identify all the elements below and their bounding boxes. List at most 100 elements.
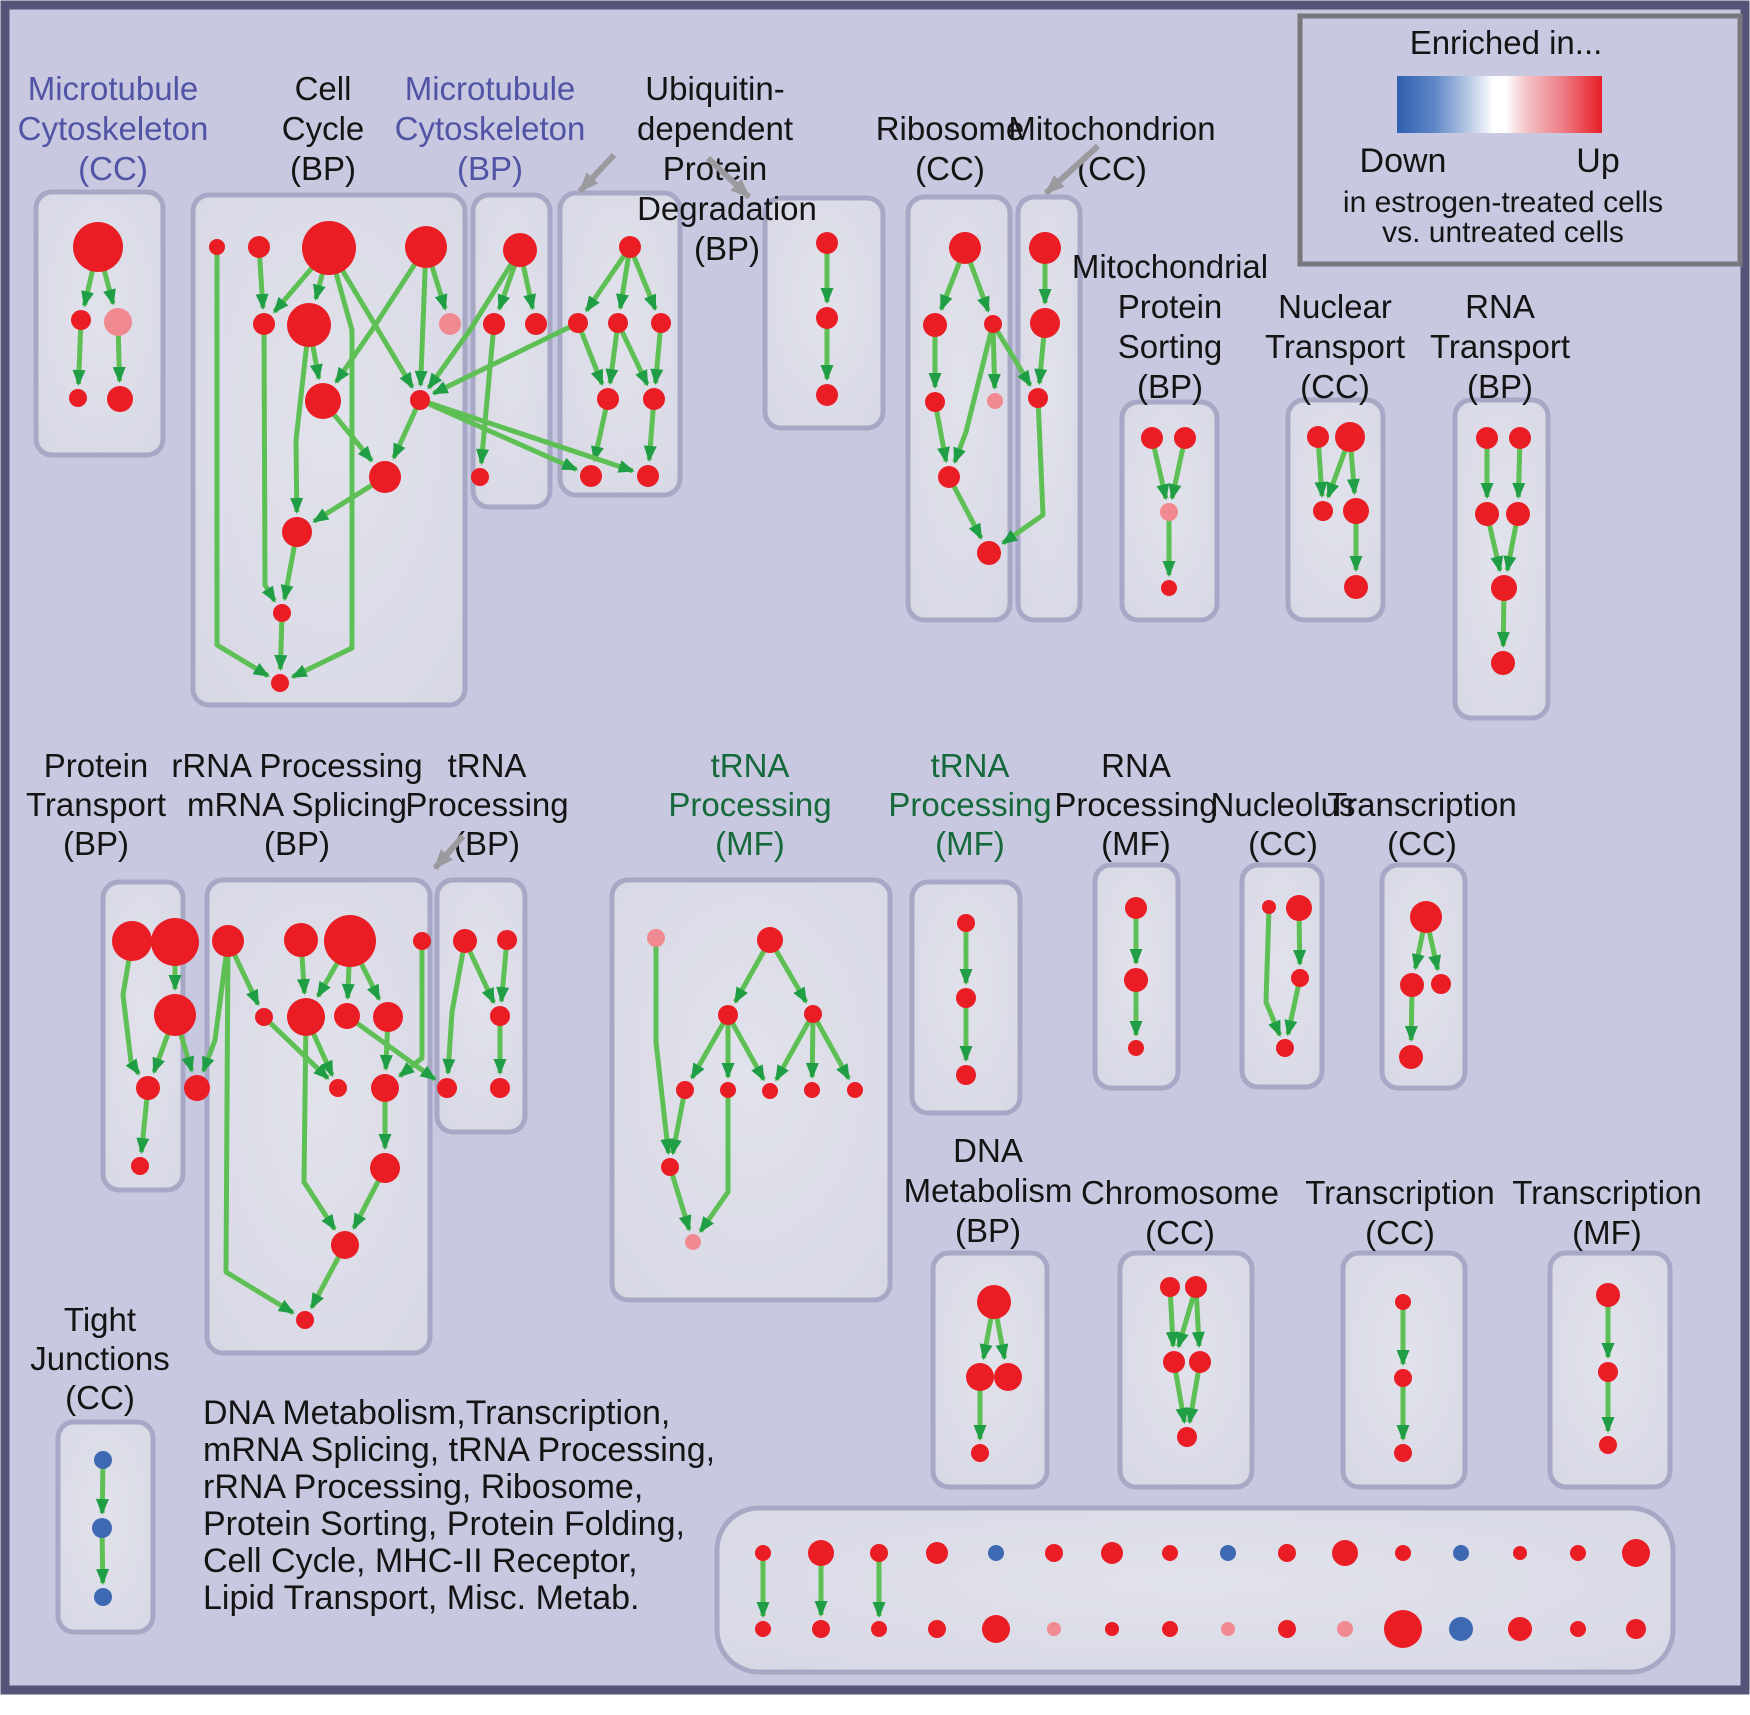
node-rr4 [413,932,431,950]
edge-tm4-tm8 [805,1013,819,1079]
edge-cc_i-cc_j [391,398,423,460]
node-s4b [928,1620,946,1638]
node-rb5 [987,393,1003,409]
node-s5t [988,1545,1004,1561]
node-tm6 [720,1082,736,1098]
node-cc_d [405,226,447,268]
node-s12b [1384,1610,1422,1648]
edge-u1c-u1e [605,322,621,386]
node-mb3 [525,313,547,335]
node-u1h [637,465,659,487]
node-s8t [1162,1545,1178,1561]
label-mitochondrion-cc: Mitochondrion (CC) [1008,110,1215,187]
cluster-box-misc-strip [714,1505,1676,1675]
edge-rb3-rb6 [952,323,996,464]
legend-subtitle: in estrogen-treated cells vs. untreated c… [1343,186,1663,249]
edge-tb2-tb3 [496,939,510,1004]
label-protein-transport-bp: Protein Transport (BP) [26,747,166,862]
node-rb3 [984,315,1002,333]
node-s16t [1622,1539,1650,1567]
node-nu4 [1276,1039,1294,1057]
node-dm3 [994,1363,1022,1391]
node-s10t [1278,1544,1296,1562]
edge-rb4-rb6 [932,401,950,464]
node-rr5 [255,1008,273,1026]
node-s11b [1337,1621,1353,1637]
node-pt1 [112,921,152,961]
node-cc_f [287,303,331,347]
node-cc_n [271,674,289,692]
cluster-box-trna-mf-1 [609,877,893,1303]
edge-cc_i-u1h [419,397,635,474]
label-cell-cycle-bp: Cell Cycle (BP) [282,70,365,187]
node-tm1 [647,929,665,947]
node-u1d [651,313,671,333]
cluster-box-mitochondrion [1015,194,1083,623]
label-trna-processing-mf-1: tRNA Processing (MF) [668,747,831,862]
edge-u1c-u1f [615,321,650,387]
node-tm3 [718,1005,738,1025]
node-mt1 [1029,232,1061,264]
label-rna-transport-bp: RNA Transport (BP) [1430,288,1570,405]
node-tj3 [94,1588,112,1606]
node-pt6 [131,1157,149,1175]
edge-tm4-tm7 [774,1012,816,1082]
edge-cc_d-cc_h [334,245,429,384]
edge-mb1-cc_i [426,248,523,390]
node-tc2 [1400,973,1424,997]
misc-clusters-note: DNA Metabolism,Transcription, mRNA Splici… [203,1394,715,1617]
label-nuclear-transport-cc: Nuclear Transport (CC) [1265,288,1405,405]
node-rp3 [1128,1040,1144,1056]
node-s11t [1332,1540,1358,1566]
legend-up-label: Up [1576,142,1619,180]
edge-u1a-u1d [627,246,658,311]
edge-cc_a-cc_n [214,247,270,678]
node-rr1 [212,925,244,957]
node-rt1 [1476,427,1498,449]
node-tb5 [490,1078,510,1098]
node-rr12 [331,1231,359,1259]
node-s12t [1395,1545,1411,1561]
edge-tm3-tm5 [689,1013,731,1080]
node-ms3 [1160,503,1178,521]
label-transcription-cc-2: Transcription (CC) [1305,1174,1495,1251]
node-rr9 [329,1079,347,1097]
node-u1c [608,313,628,333]
node-rr11 [370,1153,400,1183]
node-rr2 [284,923,318,957]
node-nu1 [1262,900,1276,914]
node-cc_c [302,221,356,275]
node-rb1 [949,232,981,264]
node-mc2 [71,310,91,330]
legend-down-label: Down [1360,142,1447,180]
node-mt3 [1028,388,1048,408]
edge-mb2-mb4 [476,323,497,466]
label-rrna-processing-mrna-splicing-bp: rRNA Processing mRNA Splicing (BP) [171,747,422,862]
node-u1b [568,313,588,333]
cluster-box-chromosome [1117,1250,1255,1490]
nodes [69,221,1650,1648]
edge-cc_f-cc_l [290,324,312,514]
edge-cc_d-cc_i [414,246,429,387]
node-s5b [982,1615,1010,1643]
label-microtubule-cytoskeleton-bp: Microtubule Cytoskeleton (BP) [395,70,586,187]
node-s9b [1221,1622,1235,1636]
edge-mt3-rb7 [1001,397,1046,546]
cluster-box-ubiquitin-1 [557,190,683,498]
edge-u1a-u1b [584,245,633,313]
node-tc4 [1399,1045,1423,1069]
annotation-arrows [432,143,1101,870]
node-nt5 [1344,575,1368,599]
edge-tm6-tm11 [698,1090,731,1233]
edge-tm1-tm10 [653,938,674,1156]
label-transcription-cc-1: Transcription (CC) [1327,786,1517,862]
node-u2c [816,384,838,406]
node-ms4 [1161,580,1177,596]
ubiquitin-arrow-right [705,155,752,200]
node-nt4 [1343,498,1369,524]
node-pt3 [154,994,196,1036]
node-cc_j [369,461,401,493]
label-trna-processing-mf-2: tRNA Processing (MF) [888,747,1051,862]
node-u1f [643,388,665,410]
node-u2b [816,307,838,329]
